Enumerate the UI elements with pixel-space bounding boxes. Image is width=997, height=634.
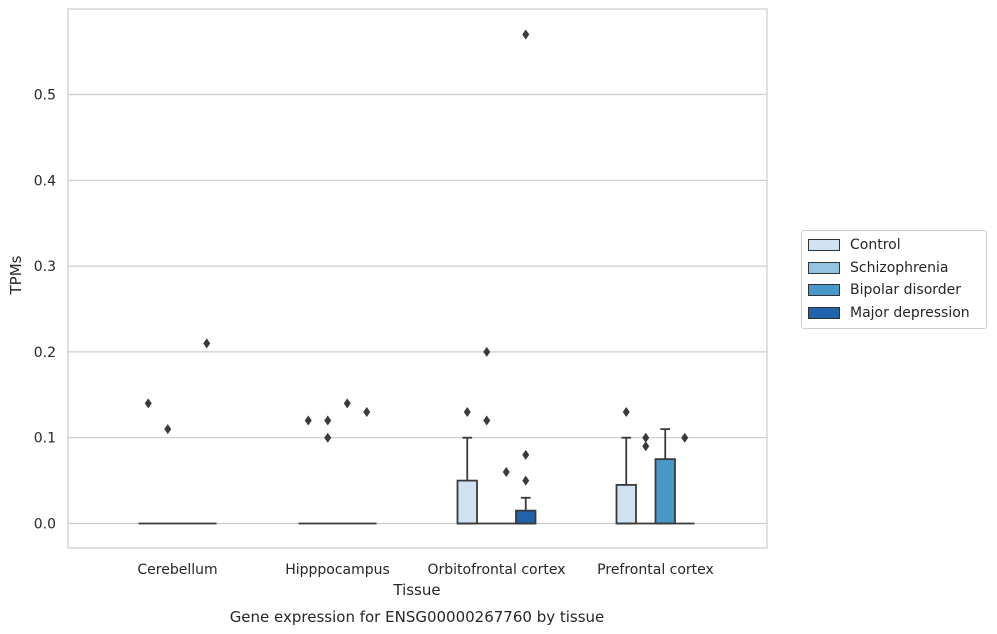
outlier-point bbox=[144, 398, 152, 409]
legend-item: Schizophrenia bbox=[802, 257, 986, 280]
box-body bbox=[615, 483, 637, 525]
outlier-point bbox=[363, 406, 371, 417]
y-tick-label: 0.2 bbox=[34, 345, 56, 361]
y-axis-ticks: 0.0 0.1 0.2 0.3 0.4 0.5 bbox=[34, 88, 56, 533]
outlier-point bbox=[203, 338, 211, 349]
outlier-point bbox=[483, 415, 491, 426]
outlier-point bbox=[522, 475, 530, 486]
outlier-point bbox=[304, 415, 312, 426]
outlier-point bbox=[642, 441, 650, 452]
outlier-point bbox=[164, 424, 172, 435]
legend-label: Control bbox=[850, 237, 901, 254]
y-tick-label: 0.3 bbox=[34, 259, 56, 275]
x-tick-label: Prefrontal cortex bbox=[597, 562, 714, 578]
legend-swatch bbox=[808, 284, 840, 297]
outlier-point bbox=[324, 432, 332, 443]
plot-frame bbox=[67, 8, 768, 549]
x-axis-ticks: Cerebellum Hipppocampus Orbitofrontal cort… bbox=[137, 562, 713, 578]
boxes bbox=[138, 428, 695, 525]
box-body bbox=[515, 509, 537, 525]
legend-item: Major depression bbox=[802, 302, 986, 325]
box-3-2 bbox=[654, 428, 676, 525]
outlier-point bbox=[522, 29, 530, 40]
y-axis-title: TPMs bbox=[7, 255, 25, 295]
y-tick-label: 0.4 bbox=[34, 173, 56, 189]
chart-title: Gene expression for ENSG00000267760 by t… bbox=[230, 608, 605, 626]
legend-label: Major depression bbox=[850, 304, 970, 321]
y-tick-label: 0.0 bbox=[34, 517, 56, 533]
outlier-point bbox=[463, 406, 471, 417]
x-axis-title: Tissue bbox=[392, 581, 440, 599]
x-tick-label: Hipppocampus bbox=[285, 562, 390, 578]
outlier-point bbox=[483, 346, 491, 357]
box-2-0 bbox=[456, 436, 478, 525]
box-3-0 bbox=[615, 436, 637, 525]
box-body bbox=[654, 458, 676, 525]
outlier-point bbox=[343, 398, 351, 409]
legend-item: Control bbox=[802, 234, 986, 257]
legend-item: Bipolar disorder bbox=[802, 279, 986, 302]
y-tick-label: 0.1 bbox=[34, 431, 56, 447]
legend-label: Schizophrenia bbox=[850, 259, 949, 276]
outlier-point bbox=[522, 449, 530, 460]
legend-swatch bbox=[808, 306, 840, 319]
x-tick-label: Orbitofrontal cortex bbox=[428, 562, 566, 578]
legend-swatch bbox=[808, 261, 840, 274]
outlier-point bbox=[642, 432, 650, 443]
outlier-point bbox=[502, 467, 510, 478]
legend-swatch bbox=[808, 239, 840, 252]
outliers bbox=[144, 29, 689, 486]
y-tick-label: 0.5 bbox=[34, 88, 56, 104]
box-2-3 bbox=[515, 496, 537, 525]
outlier-point bbox=[681, 432, 689, 443]
legend: Control Schizophrenia Bipolar disorder Majo… bbox=[801, 230, 987, 329]
legend-label: Bipolar disorder bbox=[850, 282, 962, 299]
outlier-point bbox=[622, 406, 630, 417]
x-tick-label: Cerebellum bbox=[137, 562, 217, 578]
box-body bbox=[456, 479, 478, 525]
outlier-point bbox=[324, 415, 332, 426]
